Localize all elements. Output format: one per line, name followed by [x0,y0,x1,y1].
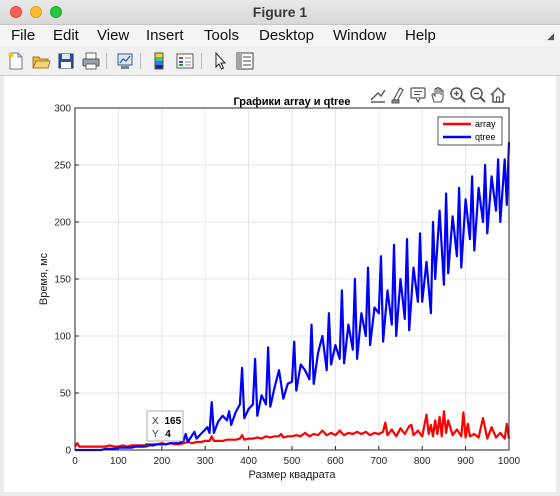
menu-overflow-icon[interactable]: ◢ [547,31,554,41]
home-restore-view-icon[interactable] [488,85,508,105]
menu-file[interactable]: File [11,27,36,44]
menu-desktop[interactable]: Desktop [259,27,315,44]
insert-legend-icon[interactable] [175,51,195,71]
link-plot-icon[interactable] [115,51,135,71]
zoom-out-icon[interactable] [468,85,488,105]
toolbar-separator [106,53,107,69]
new-figure-icon[interactable] [6,51,26,71]
toolbar-separator [140,53,141,69]
maximize-window-button[interactable] [50,6,62,18]
menu-bar: File Edit View Insert Tools Desktop Wind… [0,25,560,47]
open-file-icon[interactable] [31,51,51,71]
menu-help[interactable]: Help [405,27,436,44]
pan-hand-icon[interactable] [428,85,448,105]
menu-window[interactable]: Window [333,27,387,44]
data-tips-icon[interactable] [408,85,428,105]
edit-plot-arrow-icon[interactable] [210,51,230,71]
menu-edit[interactable]: Edit [53,27,79,44]
zoom-in-icon[interactable] [448,85,468,105]
insert-colorbar-icon[interactable] [149,51,169,71]
figure-canvas [4,76,556,492]
menu-insert[interactable]: Insert [146,27,184,44]
export-icon[interactable] [368,85,388,105]
print-icon[interactable] [81,51,101,71]
toolbar-separator [201,53,202,69]
menu-tools[interactable]: Tools [204,27,240,44]
close-window-button[interactable] [10,6,22,18]
minimize-window-button[interactable] [30,6,42,18]
figure-toolbar [0,47,560,76]
save-icon[interactable] [56,51,76,71]
menu-view[interactable]: View [97,27,130,44]
window-title: Figure 1 [252,4,308,20]
brush-icon[interactable] [388,85,408,105]
property-inspector-icon[interactable] [235,51,255,71]
title-bar: Figure 1 [0,0,560,25]
